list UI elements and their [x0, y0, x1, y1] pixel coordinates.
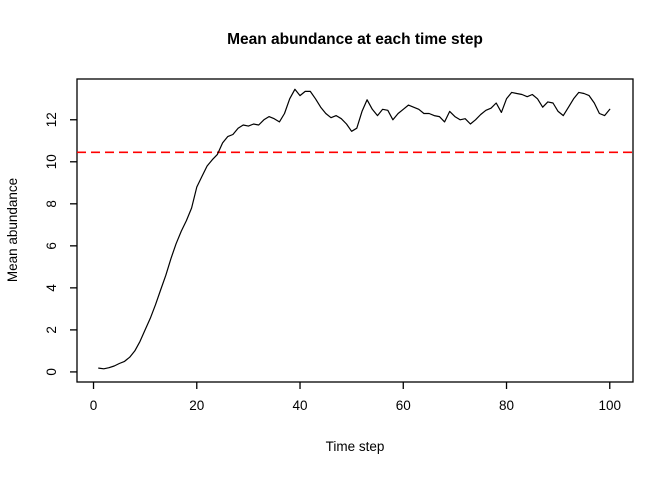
- plot-layer: 0 20 40 60 80 100 0 2 4 6 8 10 12: [44, 78, 634, 413]
- x-tick-label: 60: [396, 398, 411, 413]
- chart-title: Mean abundance at each time step: [227, 31, 483, 48]
- y-tick-label: 4: [44, 284, 59, 292]
- mean-abundance-line: [98, 88, 611, 370]
- x-tick-label: 100: [599, 398, 622, 413]
- x-tick-label: 40: [293, 398, 308, 413]
- y-tick-label: 0: [44, 368, 59, 376]
- y-tick-label: 12: [44, 112, 59, 127]
- y-axis-label: Mean abundance: [5, 178, 20, 282]
- y-tick-label: 6: [44, 242, 59, 250]
- x-tick-label: 80: [499, 398, 514, 413]
- plot-box: [76, 78, 634, 383]
- y-tick-label: 8: [44, 200, 59, 208]
- x-axis-label: Time step: [326, 439, 385, 454]
- y-tick-label: 10: [44, 154, 59, 169]
- x-tick-label: 0: [90, 398, 98, 413]
- x-tick-label: 20: [189, 398, 204, 413]
- y-tick-label: 2: [44, 326, 59, 334]
